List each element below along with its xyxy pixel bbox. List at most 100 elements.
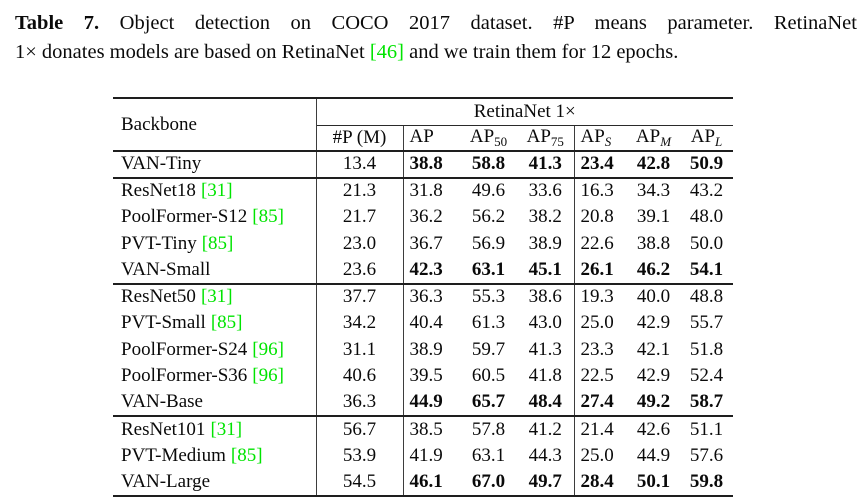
ap75-cell: 38.9 xyxy=(517,230,575,257)
backbone-name: VAN-Tiny xyxy=(121,153,202,175)
citation-bracket-close: ] xyxy=(226,180,233,202)
table-row: ResNet101 [31] 56.7 38.5 57.8 41.2 21.4 4… xyxy=(113,415,733,443)
table-caption: Table 7. Object detection on COCO 2017 d… xyxy=(15,9,857,67)
apm-cell: 42.9 xyxy=(636,312,671,334)
citation-link[interactable]: [96] xyxy=(252,339,284,360)
citation-link[interactable]: [31] xyxy=(210,419,242,440)
citation-number: 96 xyxy=(258,338,278,360)
apm-cell: 38.8 xyxy=(636,232,671,254)
ap-cell: 46.1 xyxy=(409,470,443,492)
backbone-name: PVT-Tiny xyxy=(121,232,197,254)
apl-cell: 58.7 xyxy=(689,391,724,413)
apm-cell: 50.1 xyxy=(636,470,671,492)
citation-link[interactable]: [31] xyxy=(201,286,233,307)
params-cell: 23.0 xyxy=(316,230,404,257)
apl-cell: 54.1 xyxy=(689,258,724,280)
params-cell: 37.7 xyxy=(316,282,404,310)
ap75-cell: 38.6 xyxy=(517,282,575,310)
citation-bracket-open: [ xyxy=(210,418,217,440)
params-cell: 13.4 xyxy=(316,151,404,178)
backbone-cell: VAN-Tiny xyxy=(113,151,317,178)
params-cell: 36.3 xyxy=(316,389,404,416)
citation-bracket-open: [ xyxy=(252,338,259,360)
citation-bracket-close: ] xyxy=(256,444,263,466)
ap75-cell: 33.6 xyxy=(517,176,575,204)
ap-cell: 38.8 xyxy=(409,153,443,175)
table-row: PVT-Small [85] 34.2 40.4 61.3 43.0 25.0 4… xyxy=(113,310,733,337)
citation-bracket-close: ] xyxy=(227,232,234,254)
params-cell: 53.9 xyxy=(316,442,404,469)
params-cell: 34.2 xyxy=(316,310,404,337)
table-row: PVT-Tiny [85] 23.0 36.7 56.9 38.9 22.6 38… xyxy=(113,230,733,257)
apm-cell: 42.6 xyxy=(627,415,680,443)
apm-cell: 44.9 xyxy=(636,444,671,466)
ap50-cell: 60.5 xyxy=(471,365,506,387)
column-header-apm: APM xyxy=(627,125,680,152)
column-header-params: #P (M) xyxy=(316,125,404,152)
ap75-cell: 41.3 xyxy=(517,336,575,363)
citation-bracket-close: ] xyxy=(236,312,243,334)
citation-link[interactable]: [85] xyxy=(252,206,284,227)
caption-text-2a: 1× donates models are based on RetinaNet xyxy=(15,41,370,63)
citation-link-46[interactable]: [46] xyxy=(370,41,404,63)
ap75-cell: 45.1 xyxy=(517,257,575,284)
ap50-cell: 57.8 xyxy=(460,415,517,443)
citation-bracket-open: [ xyxy=(369,41,377,63)
backbone-cell: VAN-Large xyxy=(113,469,317,496)
aps-cell: 25.0 xyxy=(580,312,614,334)
backbone-cell: ResNet50 [31] xyxy=(113,282,317,310)
table-row: PoolFormer-S24 [96] 31.1 38.9 59.7 41.3 2… xyxy=(113,336,733,363)
column-header-ap50: AP50 xyxy=(460,125,517,152)
ap-cell: 42.3 xyxy=(409,258,443,280)
table-row: VAN-Large 54.5 46.1 67.0 49.7 28.4 50.1 … xyxy=(113,469,733,496)
backbone-name: ResNet101 xyxy=(121,418,206,440)
citation-link[interactable]: [96] xyxy=(252,365,284,386)
ap-cell: 41.9 xyxy=(409,444,443,466)
citation-number: 46 xyxy=(376,41,398,63)
citation-link[interactable]: [31] xyxy=(201,180,233,201)
backbone-cell: ResNet101 [31] xyxy=(113,415,317,443)
apl-cell: 50.9 xyxy=(689,153,724,175)
aps-cell: 25.0 xyxy=(580,444,614,466)
ap75-cell: 49.7 xyxy=(517,469,575,496)
backbone-cell: VAN-Small xyxy=(113,257,317,284)
table-row: VAN-Base 36.3 44.9 65.7 48.4 27.4 49.2 5… xyxy=(113,389,733,416)
table-row: PoolFormer-S12 [85] 21.7 36.2 56.2 38.2 2… xyxy=(113,204,733,231)
backbone-name: ResNet50 xyxy=(121,286,196,308)
backbone-name: PoolFormer-S24 xyxy=(121,338,248,360)
ap-cell: 36.2 xyxy=(409,206,443,228)
apm-cell: 42.1 xyxy=(636,338,671,360)
caption-label: Table 7. xyxy=(15,12,100,34)
ap-cell: 38.5 xyxy=(403,415,460,443)
ap-cell: 40.4 xyxy=(409,312,443,334)
params-cell: 21.3 xyxy=(316,176,404,204)
column-header-ap75: AP75 xyxy=(517,125,575,152)
table-row: ResNet50 [31] 37.7 36.3 55.3 38.6 19.3 40… xyxy=(113,282,733,310)
citation-link[interactable]: [85] xyxy=(202,233,234,254)
ap50-cell: 67.0 xyxy=(471,470,506,492)
ap50-cell: 63.1 xyxy=(471,258,506,280)
backbone-cell: PoolFormer-S24 [96] xyxy=(113,336,317,363)
citation-number: 85 xyxy=(258,206,278,228)
backbone-name: PoolFormer-S12 xyxy=(121,206,248,228)
citation-number: 31 xyxy=(207,180,227,202)
citation-bracket-close: ] xyxy=(277,206,284,228)
backbone-name: VAN-Small xyxy=(121,258,211,280)
citation-number: 31 xyxy=(216,418,236,440)
apm-cell: 49.2 xyxy=(636,391,671,413)
backbone-name: PVT-Medium xyxy=(121,444,226,466)
apl-cell: 51.1 xyxy=(680,415,733,443)
backbone-name: VAN-Base xyxy=(121,391,203,413)
ap75-cell: 44.3 xyxy=(517,442,575,469)
ap75-cell: 41.8 xyxy=(517,363,575,390)
citation-link[interactable]: [85] xyxy=(211,312,243,333)
citation-link[interactable]: [85] xyxy=(231,445,263,466)
backbone-cell: PVT-Small [85] xyxy=(113,310,317,337)
citation-number: 85 xyxy=(237,444,257,466)
backbone-cell: PVT-Tiny [85] xyxy=(113,230,317,257)
citation-bracket-open: [ xyxy=(201,232,209,254)
ap75-cell: 43.0 xyxy=(517,310,575,337)
ap50-cell: 61.3 xyxy=(471,312,506,334)
citation-bracket-open: [ xyxy=(230,444,238,466)
